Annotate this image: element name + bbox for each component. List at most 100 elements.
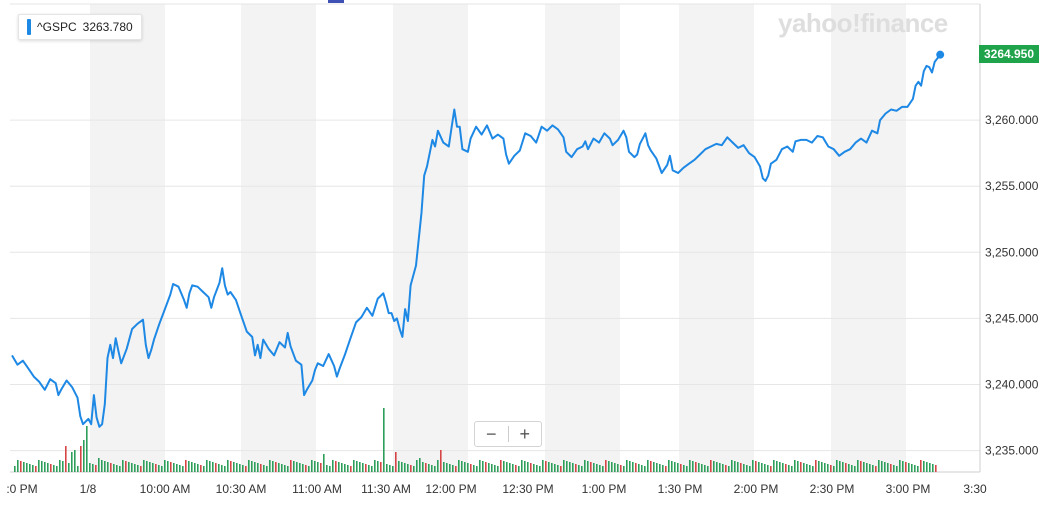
volume-bar	[671, 461, 673, 472]
volume-bar	[368, 465, 370, 472]
tooltip-symbol: ^GSPC	[37, 20, 77, 34]
volume-bar	[749, 466, 751, 472]
volume-bar	[68, 463, 70, 472]
volume-bar	[650, 461, 652, 472]
volume-bar	[824, 463, 826, 472]
volume-bar	[452, 465, 454, 472]
volume-bar	[896, 466, 898, 472]
volume-bar	[788, 465, 790, 472]
volume-bar	[458, 460, 460, 472]
volume-bar	[485, 462, 487, 472]
volume-bar	[794, 460, 796, 472]
x-tick-label: 2:00 PM	[734, 482, 779, 496]
volume-bar	[881, 461, 883, 472]
volume-bar	[758, 462, 760, 472]
volume-bar	[629, 461, 631, 472]
volume-bar	[77, 466, 79, 472]
volume-bar	[341, 463, 343, 472]
volume-bar	[677, 463, 679, 472]
volume-bar	[656, 463, 658, 472]
volume-bar	[266, 466, 268, 472]
volume-bar	[218, 464, 220, 472]
volume-bar	[740, 463, 742, 472]
volume-bar	[716, 462, 718, 472]
volume-bar	[836, 460, 838, 472]
volume-bar	[830, 465, 832, 472]
volume-bar	[446, 463, 448, 472]
volume-bar	[239, 464, 241, 472]
volume-bar	[665, 466, 667, 472]
volume-bar	[527, 462, 529, 472]
volume-bar	[686, 466, 688, 472]
volume-bar	[470, 464, 472, 472]
volume-bar	[455, 466, 457, 472]
volume-bar	[563, 460, 565, 472]
top-accent-bar	[328, 0, 344, 3]
zoom-in-button[interactable]: +	[519, 424, 530, 444]
volume-bar	[83, 440, 85, 472]
volume-bar	[449, 464, 451, 472]
volume-bar	[590, 462, 592, 472]
volume-bar	[287, 466, 289, 472]
volume-bar	[557, 465, 559, 472]
zoom-divider	[507, 426, 509, 442]
price-line	[11, 54, 941, 428]
volume-bar	[281, 464, 283, 472]
volume-bar	[545, 461, 547, 472]
volume-bar	[437, 460, 439, 472]
volume-bar	[323, 454, 325, 472]
volume-bar	[236, 463, 238, 472]
volume-bar	[212, 462, 214, 472]
volume-bar	[377, 461, 379, 472]
volume-bar	[644, 466, 646, 472]
volume-bar	[350, 466, 352, 472]
volume-bar	[71, 452, 73, 472]
volume-bar	[119, 466, 121, 472]
volume-bar	[125, 461, 127, 472]
volume-bar	[878, 460, 880, 472]
volume-bar	[461, 461, 463, 472]
volume-bar	[572, 463, 574, 472]
volume-bar	[194, 463, 196, 472]
volume-bar	[428, 464, 430, 472]
volume-bar	[911, 464, 913, 472]
volume-bar	[86, 426, 88, 472]
x-tick-label: :0 PM	[6, 482, 37, 496]
zoom-out-button[interactable]: −	[485, 424, 497, 444]
volume-bar	[380, 462, 382, 472]
volume-bar	[827, 464, 829, 472]
volume-bar	[803, 463, 805, 472]
volume-bar	[245, 466, 247, 472]
volume-bar	[32, 465, 34, 472]
time-band	[393, 4, 468, 472]
volume-bar	[143, 460, 145, 472]
volume-bar	[89, 463, 91, 472]
volume-bar	[755, 461, 757, 472]
volume-bar	[404, 463, 406, 472]
volume-bar	[863, 462, 865, 472]
volume-bar	[866, 463, 868, 472]
volume-bar	[497, 466, 499, 472]
volume-bar	[539, 466, 541, 472]
volume-bar	[233, 462, 235, 472]
volume-bar	[62, 461, 64, 472]
volume-bar	[602, 466, 604, 472]
volume-bar	[443, 462, 445, 472]
volume-bar	[578, 465, 580, 472]
volume-bar	[374, 460, 376, 472]
volume-bar	[806, 464, 808, 472]
volume-bar	[920, 460, 922, 472]
volume-bar	[800, 462, 802, 472]
volume-bar	[353, 460, 355, 472]
volume-bar	[782, 463, 784, 472]
y-tick-label: 3,250.000	[985, 245, 1039, 259]
volume-bar	[902, 461, 904, 472]
volume-bar	[593, 463, 595, 472]
volume-bar	[425, 463, 427, 472]
volume-bar	[182, 466, 184, 472]
volume-bar	[842, 462, 844, 472]
volume-bar	[38, 460, 40, 472]
volume-bar	[935, 465, 937, 472]
volume-bar	[581, 466, 583, 472]
